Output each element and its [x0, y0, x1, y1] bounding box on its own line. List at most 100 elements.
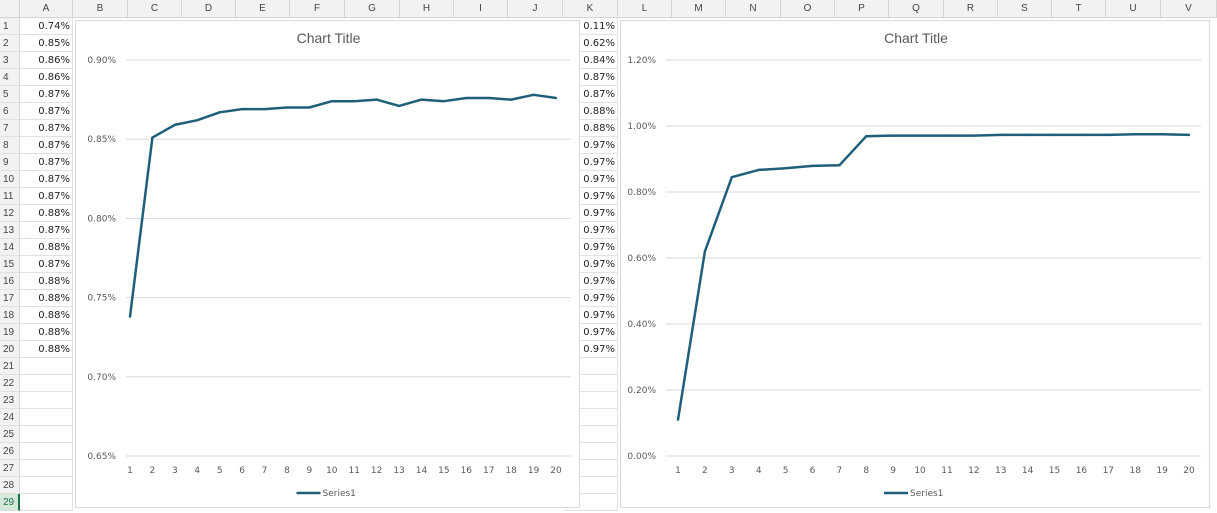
cell-k3[interactable] [563, 52, 618, 69]
cell-a19[interactable] [20, 324, 73, 341]
data-point[interactable] [676, 418, 680, 421]
row-header-14[interactable]: 14 [0, 239, 20, 256]
data-point[interactable] [730, 175, 733, 179]
cell-k2[interactable] [563, 35, 618, 52]
row-header-7[interactable]: 7 [0, 120, 20, 137]
cell-value-a15[interactable]: 0.87% [38, 259, 70, 270]
cell-a5[interactable] [20, 86, 73, 103]
cell-k15[interactable] [563, 256, 618, 273]
cell-value-a17[interactable]: 0.88% [38, 293, 70, 304]
column-header-j[interactable]: J [508, 0, 563, 17]
data-point[interactable] [1053, 133, 1056, 137]
cell-value-k2[interactable]: 0.62% [583, 38, 615, 49]
data-point[interactable] [308, 106, 311, 109]
cell-k27[interactable] [563, 460, 618, 477]
data-point[interactable] [703, 250, 707, 253]
column-header-v[interactable]: V [1161, 0, 1217, 17]
row-header-10[interactable]: 10 [0, 171, 20, 188]
chart-title[interactable]: Chart Title [884, 30, 948, 46]
data-point[interactable] [554, 96, 558, 100]
row-header-15[interactable]: 15 [0, 256, 20, 273]
cell-value-k3[interactable]: 0.84% [583, 55, 615, 66]
chart-title[interactable]: Chart Title [297, 30, 361, 46]
data-point[interactable] [918, 134, 922, 137]
cell-k4[interactable] [563, 69, 618, 86]
data-point[interactable] [375, 98, 378, 101]
column-header-k[interactable]: K [563, 0, 618, 17]
column-header-r[interactable]: R [944, 0, 998, 17]
row-header-4[interactable]: 4 [0, 69, 20, 86]
cell-k24[interactable] [563, 409, 618, 426]
column-header-e[interactable]: E [236, 0, 290, 17]
column-header-a[interactable]: A [20, 0, 73, 17]
data-point[interactable] [285, 106, 289, 109]
column-header-q[interactable]: Q [889, 0, 944, 17]
cell-a22[interactable] [20, 375, 73, 392]
cell-value-a19[interactable]: 0.88% [38, 327, 70, 338]
cell-value-k17[interactable]: 0.97% [583, 293, 615, 304]
data-point[interactable] [151, 136, 154, 139]
row-header-29[interactable]: 29 [0, 494, 20, 511]
cell-a25[interactable] [20, 426, 73, 443]
row-header-21[interactable]: 21 [0, 358, 20, 375]
cell-value-a20[interactable]: 0.88% [38, 344, 70, 355]
cell-value-a7[interactable]: 0.87% [38, 123, 70, 134]
chart-left[interactable]: Chart Title 0.65% 0.70% 0.75% 0.80% 0.85% 0.90… [75, 20, 580, 508]
cell-k23[interactable] [563, 392, 618, 409]
cell-k17[interactable] [563, 290, 618, 307]
cell-value-a4[interactable]: 0.86% [38, 72, 70, 83]
row-header-22[interactable]: 22 [0, 375, 20, 392]
column-header-n[interactable]: N [726, 0, 781, 17]
data-point[interactable] [811, 164, 814, 168]
cell-value-k19[interactable]: 0.97% [583, 327, 615, 338]
column-header-m[interactable]: M [672, 0, 726, 17]
cell-k21[interactable] [563, 358, 618, 375]
column-header-c[interactable]: C [128, 0, 182, 17]
cell-a24[interactable] [20, 409, 73, 426]
series-line[interactable] [128, 93, 557, 317]
cell-a18[interactable] [20, 307, 73, 324]
row-header-2[interactable]: 2 [0, 35, 20, 52]
column-header-s[interactable]: S [998, 0, 1052, 17]
cell-value-k10[interactable]: 0.97% [583, 174, 615, 185]
cell-k20[interactable] [563, 341, 618, 358]
column-header-u[interactable]: U [1106, 0, 1161, 17]
data-point[interactable] [1026, 133, 1029, 137]
row-header-24[interactable]: 24 [0, 409, 20, 426]
cell-k19[interactable] [563, 324, 618, 341]
cell-value-k11[interactable]: 0.97% [583, 191, 615, 202]
data-point[interactable] [1187, 133, 1191, 137]
cell-value-k6[interactable]: 0.88% [583, 106, 615, 117]
cell-value-a2[interactable]: 0.85% [38, 38, 70, 49]
data-point[interactable] [218, 111, 221, 114]
cell-k22[interactable] [563, 375, 618, 392]
row-header-3[interactable]: 3 [0, 52, 20, 69]
cell-a20[interactable] [20, 341, 73, 358]
data-point[interactable] [532, 93, 535, 97]
data-point[interactable] [509, 98, 513, 101]
cell-value-k7[interactable]: 0.88% [583, 123, 615, 134]
cell-value-a16[interactable]: 0.88% [38, 276, 70, 287]
cell-value-k15[interactable]: 0.97% [583, 259, 615, 270]
column-header-o[interactable]: O [781, 0, 835, 17]
cell-value-k4[interactable]: 0.87% [583, 72, 615, 83]
data-point[interactable] [397, 104, 401, 108]
cell-k7[interactable] [563, 120, 618, 137]
cell-value-k8[interactable]: 0.97% [583, 140, 615, 151]
row-header-18[interactable]: 18 [0, 307, 20, 324]
cell-value-a1[interactable]: 0.74% [38, 21, 70, 32]
cell-a16[interactable] [20, 273, 73, 290]
cell-k26[interactable] [563, 443, 618, 460]
cell-k11[interactable] [563, 188, 618, 205]
cell-value-a5[interactable]: 0.87% [38, 89, 70, 100]
row-header-13[interactable]: 13 [0, 222, 20, 239]
data-point[interactable] [420, 98, 423, 101]
cell-value-k5[interactable]: 0.87% [583, 89, 615, 100]
cell-a15[interactable] [20, 256, 73, 273]
data-point[interactable] [353, 99, 356, 103]
cell-value-k12[interactable]: 0.97% [583, 208, 615, 219]
cell-k29[interactable] [563, 494, 618, 511]
cell-a10[interactable] [20, 171, 73, 188]
cell-k16[interactable] [563, 273, 618, 290]
data-point[interactable] [263, 107, 266, 111]
